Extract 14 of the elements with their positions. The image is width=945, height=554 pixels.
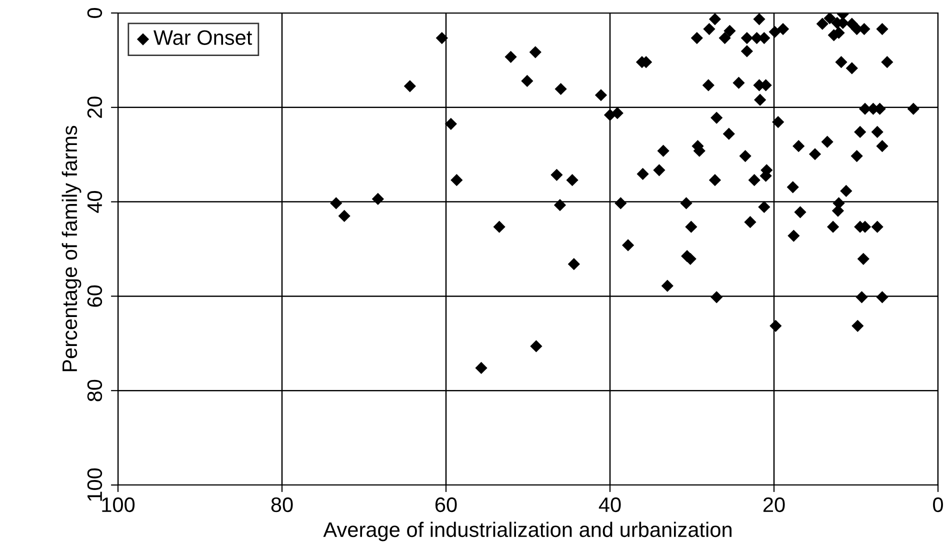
y-axis-title: Percentage of family farms xyxy=(62,126,82,372)
x-tick-label: 0 xyxy=(933,497,943,512)
y-tick-label: 80 xyxy=(87,380,102,402)
y-tick-label: 40 xyxy=(87,191,102,213)
y-tick-label: 0 xyxy=(87,8,102,18)
x-tick-label: 60 xyxy=(435,497,457,512)
x-tick-label: 20 xyxy=(763,497,785,512)
legend-label: War Onset xyxy=(154,30,252,45)
y-tick-label: 20 xyxy=(87,96,102,118)
x-tick-label: 80 xyxy=(271,497,293,512)
x-tick-label: 100 xyxy=(102,497,135,512)
x-axis-title: Average of industrialization and urbanization xyxy=(323,522,732,542)
y-tick-label: 60 xyxy=(87,285,102,307)
x-tick-label: 40 xyxy=(598,497,621,512)
